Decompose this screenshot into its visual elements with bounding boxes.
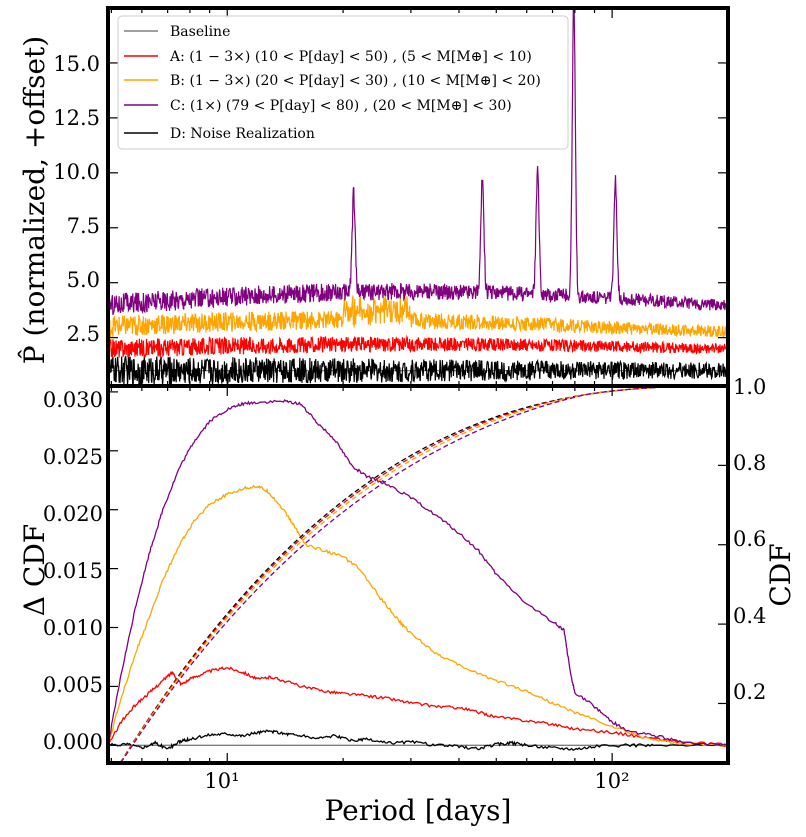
bottom-y-tick-labels: 0.000 0.005 0.010 0.015 0.020 0.025 0.03… <box>43 388 103 754</box>
top-ytick-15.0: 15.0 <box>53 52 100 76</box>
top-y-axis-label: P̂ (normalized, +offset) <box>18 36 51 364</box>
legend-label-b: B: (1 − 3×) (20 < P[day] < 30) , (10 < M… <box>170 73 541 89</box>
bot-ytick-0.005: 0.005 <box>43 673 103 697</box>
x-tick-labels: 10¹ 10² <box>204 769 629 793</box>
top-series-a <box>108 334 728 359</box>
cdf-ytick-0.2: 0.2 <box>733 680 766 704</box>
legend-box <box>117 15 569 150</box>
top-panel-series <box>108 8 728 386</box>
bot-ytick-0.030: 0.030 <box>43 388 103 412</box>
bot-ytick-0.015: 0.015 <box>43 559 103 583</box>
top-y-tick-labels: 2.5 5.0 7.5 10.0 12.5 15.0 <box>53 52 100 346</box>
top-ytick-2.5: 2.5 <box>67 322 100 346</box>
legend-label-a: A: (1 − 3×) (10 < P[day] < 50) , (5 < M[… <box>169 49 532 65</box>
bottom-panel-series <box>108 386 728 763</box>
top-series-d-noise-realization <box>108 355 728 386</box>
bottom-panel-frame <box>106 384 730 765</box>
bot-ytick-0.010: 0.010 <box>43 616 103 640</box>
top-series-b <box>108 293 728 338</box>
legend-label-baseline: Baseline <box>170 24 230 40</box>
bottom-right-y-axis-label: CDF <box>764 543 797 606</box>
top-ytick-12.5: 12.5 <box>53 106 100 130</box>
top-ytick-7.5: 7.5 <box>67 214 100 238</box>
legend-label-d: D: Noise Realization <box>170 126 315 142</box>
delta-cdf-d <box>108 729 728 751</box>
delta-cdf-a <box>108 666 728 748</box>
cdf-curve-b <box>119 386 728 763</box>
cdf-curve-baseline <box>119 386 728 763</box>
bot-ytick-0.020: 0.020 <box>43 502 103 526</box>
bottom-y-axis-label: Δ CDF <box>18 524 51 616</box>
cdf-curve-a <box>119 386 728 763</box>
legend-label-c: C: (1×) (79 < P[day] < 80) , (20 < M[M⊕]… <box>170 98 512 114</box>
xtick-10: 10¹ <box>204 769 239 793</box>
legend: Baseline A: (1 − 3×) (10 < P[day] < 50) … <box>117 15 569 150</box>
bottom-right-y-tick-labels: 0.2 0.4 0.6 0.8 1.0 <box>733 375 766 704</box>
cdf-ytick-0.8: 0.8 <box>733 451 766 475</box>
delta-cdf-b <box>108 484 728 748</box>
cdf-ytick-1.0: 1.0 <box>733 375 766 399</box>
top-ytick-10.0: 10.0 <box>53 160 100 184</box>
xtick-100: 10² <box>594 769 629 793</box>
top-ytick-5.0: 5.0 <box>67 268 100 292</box>
cdf-ytick-0.6: 0.6 <box>733 527 766 551</box>
x-axis-label: Period [days] <box>325 794 512 827</box>
cdf-curve-c <box>119 386 728 763</box>
top-series-c <box>108 8 728 315</box>
bot-ytick-0.025: 0.025 <box>43 445 103 469</box>
cdf-ytick-0.4: 0.4 <box>733 604 766 628</box>
bot-ytick-0.000: 0.000 <box>43 730 103 754</box>
